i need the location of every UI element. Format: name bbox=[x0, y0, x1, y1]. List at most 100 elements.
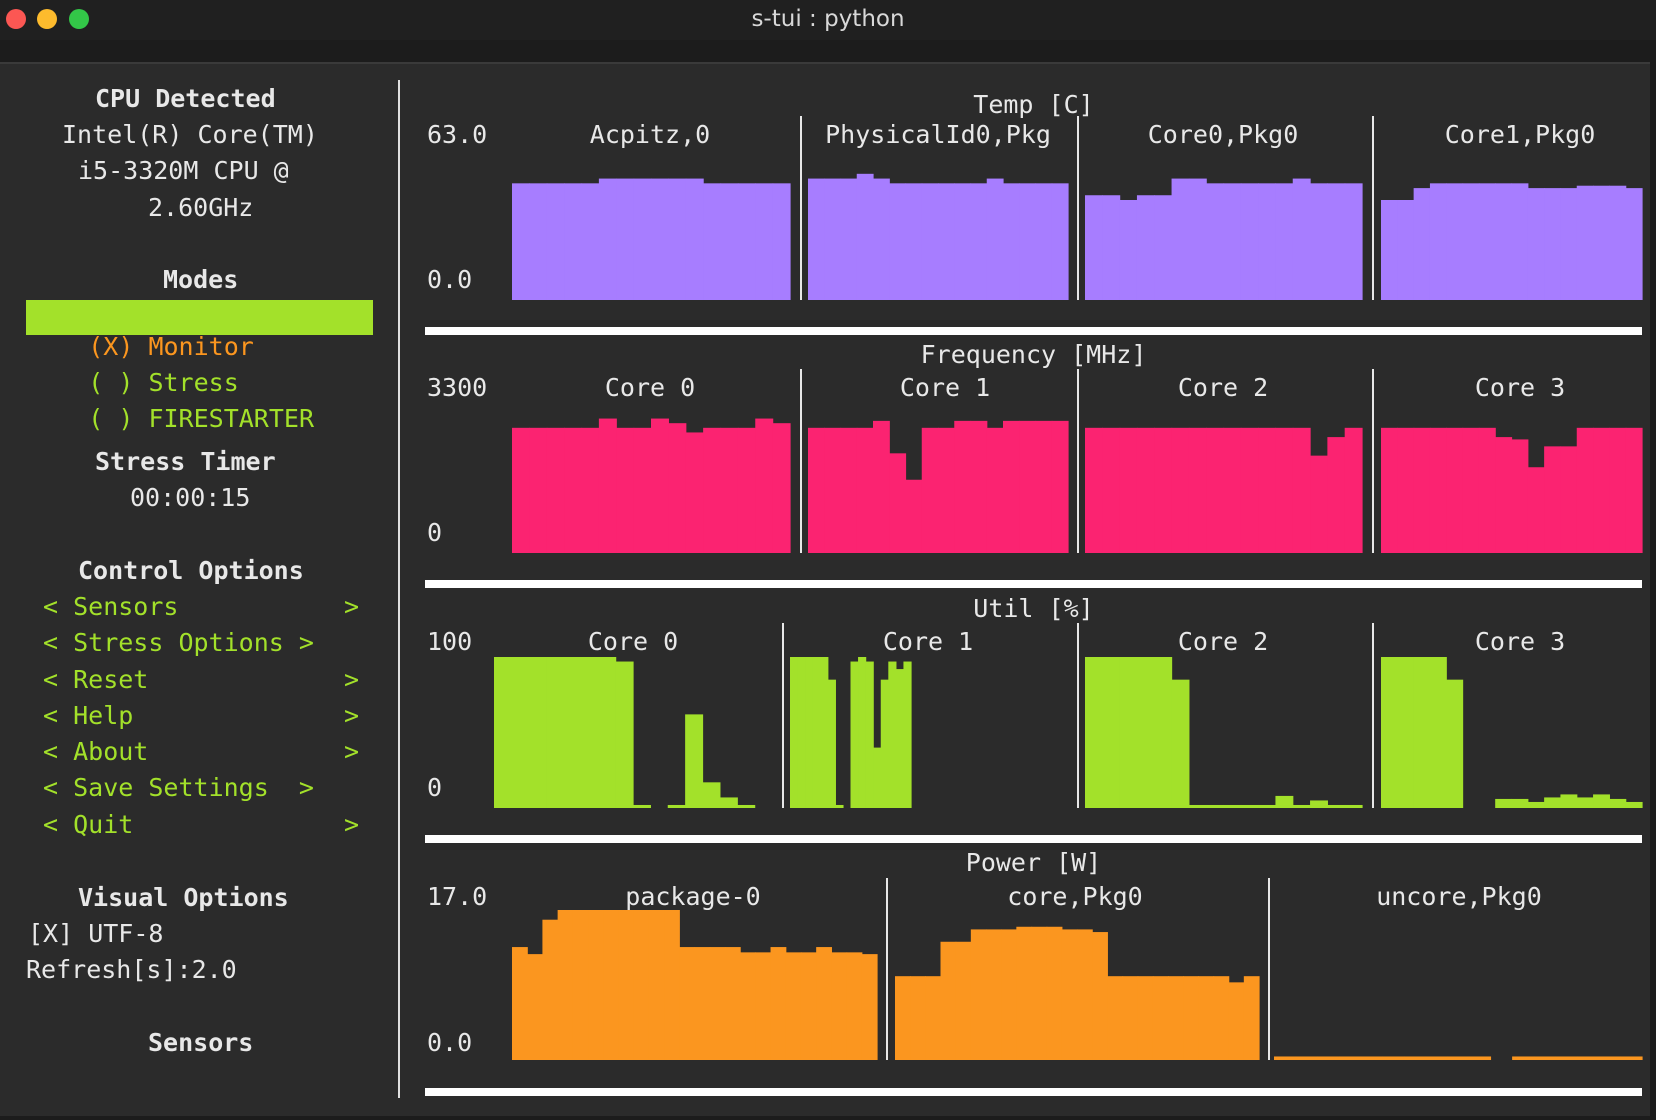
power-bar bbox=[1183, 976, 1199, 1060]
util-bar bbox=[1593, 794, 1610, 808]
maximize-window-button[interactable] bbox=[69, 9, 89, 29]
mode-monitor-label: Monitor bbox=[148, 332, 254, 361]
power-series-plot bbox=[895, 926, 1260, 1060]
util-bar bbox=[797, 657, 806, 808]
temp-bar bbox=[808, 178, 825, 300]
power-bar bbox=[527, 954, 544, 1060]
power-bar bbox=[910, 976, 926, 1060]
util-series-plot bbox=[1381, 657, 1643, 808]
power-bar bbox=[1077, 929, 1093, 1060]
mode-stress[interactable]: ( ) Stress bbox=[28, 338, 239, 428]
power-bar bbox=[861, 954, 878, 1060]
stress-options-button[interactable]: < Stress Options > bbox=[43, 628, 314, 657]
util-bar bbox=[1495, 798, 1513, 808]
temp-bar bbox=[986, 178, 1004, 300]
minimize-window-button[interactable] bbox=[37, 9, 57, 29]
power-bar bbox=[694, 947, 711, 1060]
util-bar bbox=[546, 657, 565, 808]
mode-firestarter-mark: ( ) bbox=[88, 404, 134, 433]
util-bar bbox=[511, 657, 530, 808]
power-bar bbox=[740, 952, 756, 1060]
quit-button[interactable]: < Quit > bbox=[43, 810, 360, 839]
util-bar bbox=[827, 679, 836, 808]
modes-heading: Modes bbox=[163, 265, 239, 294]
temp-bar bbox=[1344, 183, 1363, 300]
close-window-button[interactable] bbox=[6, 9, 26, 29]
temp-ymax-label: 63.0 bbox=[427, 120, 488, 149]
frequency-bar bbox=[1292, 427, 1311, 553]
power-bar bbox=[1317, 1056, 1340, 1060]
sensors-button[interactable]: < Sensors > bbox=[43, 592, 360, 621]
save-settings-button[interactable]: < Save Settings > bbox=[43, 773, 314, 802]
util-bar bbox=[858, 657, 867, 808]
power-bar bbox=[1425, 1056, 1448, 1060]
util-bar bbox=[494, 657, 512, 808]
util-bar bbox=[615, 661, 634, 808]
util-bar bbox=[1206, 804, 1225, 808]
power-chart-separator bbox=[425, 1088, 1642, 1096]
util-bar bbox=[1609, 798, 1627, 808]
frequency-bar bbox=[1119, 427, 1138, 553]
frequency-bar bbox=[616, 427, 635, 553]
sensors-heading: Sensors bbox=[148, 1028, 254, 1057]
util-bar bbox=[1310, 800, 1328, 808]
util-bar bbox=[865, 661, 874, 808]
frequency-bar bbox=[1413, 427, 1431, 553]
frequency-bar bbox=[1397, 427, 1415, 553]
reset-button[interactable]: < Reset > bbox=[43, 665, 360, 694]
frequency-bar bbox=[529, 427, 548, 553]
refresh-rate-field[interactable]: Refresh[s]:2.0 bbox=[26, 955, 237, 984]
power-bar bbox=[1338, 1056, 1362, 1060]
temp-bar bbox=[755, 183, 774, 300]
util-bar bbox=[805, 657, 814, 808]
frequency-ymax-label: 3300 bbox=[427, 373, 488, 402]
temp-bar bbox=[1310, 183, 1328, 300]
util-panel-divider bbox=[1372, 623, 1374, 808]
frequency-series-label: Core 3 bbox=[1474, 373, 1566, 402]
util-bar bbox=[1413, 657, 1431, 808]
power-bar bbox=[1533, 1056, 1557, 1060]
util-bar bbox=[790, 657, 799, 808]
temp-bar bbox=[1609, 185, 1627, 300]
frequency-panel-divider bbox=[800, 369, 802, 553]
temp-bar bbox=[512, 183, 530, 300]
help-button[interactable]: < Help > bbox=[43, 701, 360, 730]
temp-bar bbox=[1240, 183, 1259, 300]
util-bar bbox=[1576, 797, 1594, 808]
mode-firestarter[interactable]: ( ) FIRESTARTER bbox=[28, 374, 314, 464]
control-options-heading: Control Options bbox=[78, 556, 304, 585]
power-bar bbox=[664, 910, 680, 1060]
power-chart-title: Power [W] bbox=[965, 848, 1102, 877]
power-bar bbox=[1061, 929, 1078, 1060]
util-bar bbox=[1102, 657, 1121, 808]
frequency-bar bbox=[1051, 420, 1069, 553]
util-bar bbox=[1258, 804, 1277, 808]
temp-bar bbox=[720, 183, 739, 300]
temp-bar bbox=[1119, 200, 1138, 300]
temp-bar bbox=[905, 183, 923, 300]
frequency-series-plot bbox=[1381, 427, 1643, 553]
power-bar bbox=[1274, 1056, 1297, 1060]
frequency-bar bbox=[921, 427, 939, 553]
util-bar bbox=[1344, 804, 1363, 808]
temp-bar bbox=[970, 183, 988, 300]
frequency-series-plot bbox=[512, 418, 791, 553]
util-bar bbox=[850, 661, 859, 808]
power-panel-divider bbox=[886, 878, 888, 1060]
power-bar bbox=[755, 952, 772, 1060]
temp-bar bbox=[856, 173, 874, 300]
mode-monitor[interactable]: (X) Monitor bbox=[28, 302, 254, 392]
frequency-bar bbox=[1576, 427, 1594, 553]
temp-bar bbox=[1381, 200, 1398, 300]
util-series-label: Core 3 bbox=[1474, 627, 1566, 656]
frequency-bar bbox=[1560, 446, 1578, 553]
frequency-ymin-label: 0 bbox=[427, 518, 443, 547]
utf8-checkbox[interactable]: [X] UTF-8 bbox=[28, 919, 164, 948]
temp-bar bbox=[1136, 195, 1155, 300]
about-button[interactable]: < About > bbox=[43, 737, 360, 766]
power-bar bbox=[618, 910, 635, 1060]
temp-bar bbox=[1051, 183, 1069, 300]
power-series-label: package-0 bbox=[625, 882, 761, 911]
temp-bar bbox=[938, 183, 955, 300]
frequency-bar bbox=[1206, 427, 1225, 553]
